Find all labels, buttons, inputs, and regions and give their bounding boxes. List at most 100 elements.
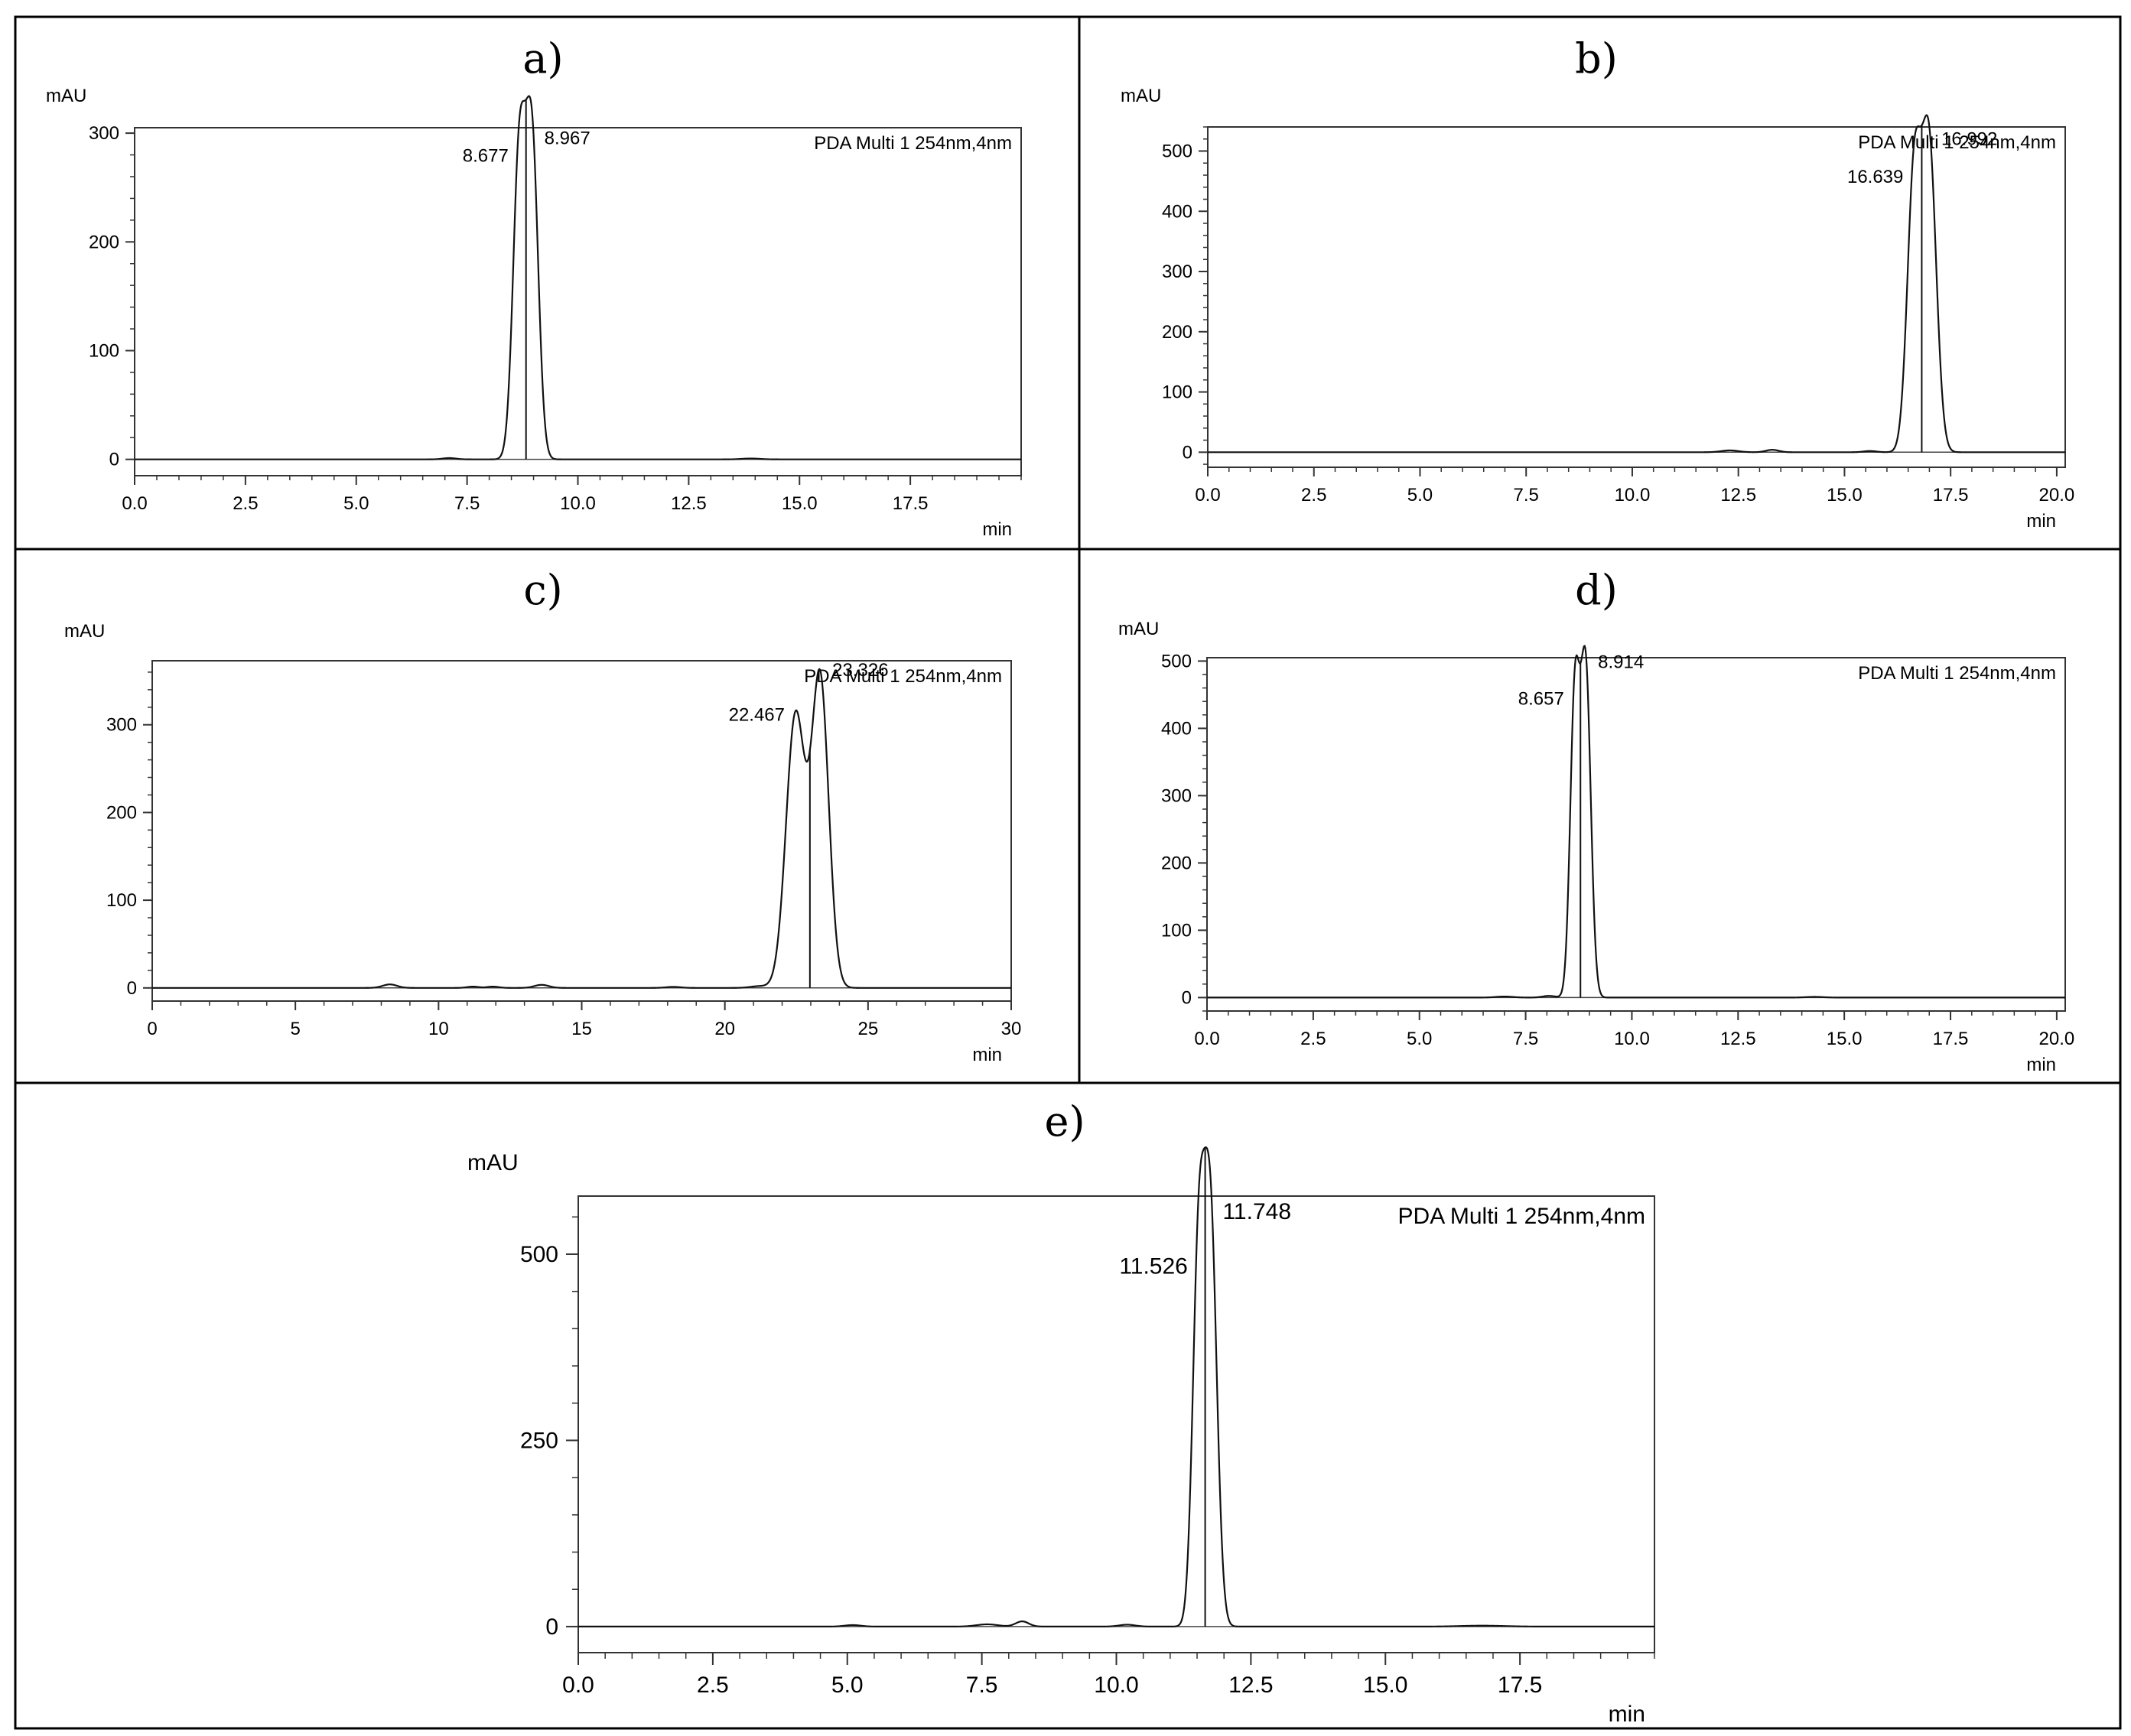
plot-frame [1207, 126, 2066, 468]
y-tick-label: 300 [1162, 262, 1192, 282]
x-tick-label: 12.5 [1720, 1029, 1756, 1049]
y-tick-label: 100 [106, 890, 137, 911]
peak-label: 16.639 [1847, 167, 1903, 187]
panel-label: c) [523, 566, 562, 614]
x-tick-label: 5.0 [343, 493, 369, 514]
x-axis-label: min [972, 1045, 1002, 1065]
x-tick-label: 15.0 [1363, 1673, 1407, 1698]
y-tick-label: 0 [545, 1614, 558, 1640]
x-tick-label: 10.0 [1614, 1029, 1650, 1049]
x-tick-label: 0.0 [1195, 485, 1220, 506]
panels: a) mAU min PDA Multi 1 254nm,4nm 0.0 2.5 5.0 7.… [46, 34, 2074, 1727]
signal-trace [135, 95, 1021, 460]
signal-trace [578, 1146, 1654, 1628]
y-tick-label: 100 [89, 340, 119, 361]
x-tick-label: 0.0 [1194, 1029, 1219, 1049]
x-tick-label: 12.5 [1720, 485, 1756, 506]
x-axis-label: min [1609, 1702, 1645, 1727]
legend-entry: PDA Multi 1 254nm,4nm [1398, 1204, 1645, 1229]
x-tick-label: 17.5 [893, 493, 929, 514]
x-tick-label: 7.5 [966, 1673, 998, 1698]
peak-label: 22.467 [729, 704, 785, 725]
x-axis-label: min [2026, 1055, 2056, 1075]
chart-panel-b: b) mAU min PDA Multi 1 254nm,4nm 0.0 2.5 5.0 7.… [1121, 34, 2074, 532]
x-tick-label: 2.5 [1300, 1029, 1326, 1049]
y-tick-label: 300 [1161, 785, 1192, 806]
peak-label: 8.677 [463, 145, 509, 166]
chart-panel-c: c) mAU min PDA Multi 1 254nm,4nm 0 5 10 15 20 25 3… [64, 566, 1021, 1065]
y-tick-label: 500 [520, 1242, 558, 1267]
peak-label: 16.992 [1941, 129, 1997, 150]
signal-trace [152, 668, 1011, 989]
x-tick-label: 5 [290, 1019, 300, 1039]
y-tick-label: 300 [89, 123, 119, 144]
y-tick-label: 100 [1161, 920, 1192, 941]
figure-border [14, 15, 2122, 1730]
x-axis-label: min [982, 519, 1012, 540]
peak-label: 11.748 [1222, 1199, 1291, 1224]
x-tick-label: 7.5 [1513, 1029, 1538, 1049]
y-tick-label: 0 [109, 450, 119, 470]
x-tick-label: 17.5 [1933, 485, 1969, 506]
peak-label: 23.326 [832, 660, 888, 681]
plot-frame [1206, 657, 2066, 1012]
x-tick-label: 15.0 [782, 493, 818, 514]
x-tick-label: 20.0 [2039, 485, 2075, 506]
peak-label: 11.526 [1119, 1253, 1188, 1279]
x-tick-label: 17.5 [1498, 1673, 1542, 1698]
x-tick-label: 15.0 [1827, 1029, 1863, 1049]
x-tick-label: 10 [428, 1019, 449, 1039]
y-axis-label: mAU [64, 621, 105, 642]
peak-label: 8.914 [1598, 652, 1644, 673]
y-tick-label: 0 [127, 978, 137, 999]
chart-panel-a: a) mAU min PDA Multi 1 254nm,4nm 0.0 2.5 5.0 7.… [46, 34, 1022, 540]
legend-entry: PDA Multi 1 254nm,4nm [1858, 663, 2056, 684]
x-tick-label: 10.0 [1094, 1673, 1138, 1698]
y-tick-label: 250 [520, 1428, 558, 1453]
panel-label: e) [1044, 1097, 1085, 1146]
panel-label: d) [1575, 566, 1618, 614]
x-tick-label: 30 [1001, 1019, 1022, 1039]
y-tick-label: 400 [1162, 201, 1192, 222]
peak-label: 8.967 [545, 128, 590, 149]
x-tick-label: 0 [147, 1019, 157, 1039]
signal-trace [1208, 114, 2065, 454]
x-axis-label: min [2026, 511, 2056, 532]
y-tick-label: 500 [1162, 141, 1192, 162]
signal-trace [1207, 645, 2065, 999]
x-tick-label: 10.0 [1615, 485, 1651, 506]
plot-frame [577, 1195, 1655, 1653]
y-tick-label: 200 [1162, 322, 1192, 343]
x-tick-label: 7.5 [1514, 485, 1539, 506]
x-tick-label: 5.0 [831, 1673, 864, 1698]
x-tick-label: 12.5 [1228, 1673, 1273, 1698]
y-axis-label: mAU [467, 1150, 519, 1175]
y-tick-label: 200 [89, 232, 119, 252]
peak-label: 8.657 [1518, 688, 1564, 709]
panel-label: b) [1575, 34, 1618, 83]
legend-entry: PDA Multi 1 254nm,4nm [804, 666, 1002, 687]
x-tick-label: 2.5 [233, 493, 258, 514]
x-tick-label: 5.0 [1407, 1029, 1432, 1049]
x-tick-label: 10.0 [560, 493, 596, 514]
y-tick-label: 200 [106, 802, 137, 823]
plot-frame [134, 127, 1022, 476]
x-tick-label: 0.0 [122, 493, 147, 514]
y-tick-label: 100 [1162, 382, 1192, 403]
y-tick-label: 200 [1161, 853, 1192, 873]
x-tick-label: 0.0 [562, 1673, 594, 1698]
y-tick-label: 400 [1161, 718, 1192, 739]
x-tick-label: 2.5 [697, 1673, 729, 1698]
y-tick-label: 500 [1161, 651, 1192, 671]
panel-label: a) [522, 34, 563, 83]
x-tick-label: 15.0 [1827, 485, 1863, 506]
x-tick-label: 20 [714, 1019, 735, 1039]
y-axis-label: mAU [46, 86, 86, 106]
x-tick-label: 5.0 [1407, 485, 1433, 506]
chart-panel-e: e) mAU min PDA Multi 1 254nm,4nm 0.0 2.5 5.0 7.… [467, 1097, 1655, 1727]
panel-frames [14, 15, 2122, 1730]
legend-entry: PDA Multi 1 254nm,4nm [1858, 132, 2056, 153]
y-axis-label: mAU [1121, 86, 1161, 106]
x-tick-label: 25 [857, 1019, 878, 1039]
